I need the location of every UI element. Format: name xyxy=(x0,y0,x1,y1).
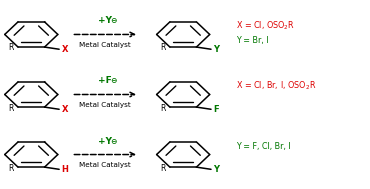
Text: R: R xyxy=(160,163,165,173)
Text: X = Cl, Br, I, OSO$_{2}$R: X = Cl, Br, I, OSO$_{2}$R xyxy=(236,80,316,92)
Text: ⊖: ⊖ xyxy=(110,16,117,26)
Text: X = Cl, Br, I, OSO: X = Cl, Br, I, OSO xyxy=(0,188,1,189)
Text: R: R xyxy=(8,163,14,173)
Text: +F: +F xyxy=(98,77,112,85)
Text: Y: Y xyxy=(213,45,219,54)
Text: H: H xyxy=(61,165,68,174)
Text: +Y: +Y xyxy=(98,136,112,146)
Text: R: R xyxy=(160,104,165,112)
Text: +Y: +Y xyxy=(98,16,112,26)
Text: ⊖: ⊖ xyxy=(110,77,117,85)
Text: Metal Catalyst: Metal Catalyst xyxy=(79,162,131,168)
Text: R: R xyxy=(8,43,14,53)
Text: Y: Y xyxy=(213,165,219,174)
Text: Y = F, Cl, Br, I: Y = F, Cl, Br, I xyxy=(236,142,290,151)
Text: ⊖: ⊖ xyxy=(110,136,117,146)
Text: X: X xyxy=(61,105,68,114)
Text: X = Cl, OSO$_{2}$R: X = Cl, OSO$_{2}$R xyxy=(236,20,295,32)
Text: R: R xyxy=(8,104,14,112)
Text: R: R xyxy=(160,43,165,53)
Text: F: F xyxy=(213,105,219,114)
Text: X: X xyxy=(61,45,68,54)
Text: Metal Catalyst: Metal Catalyst xyxy=(79,102,131,108)
Text: Metal Catalyst: Metal Catalyst xyxy=(79,42,131,48)
Text: X = Cl, OSO: X = Cl, OSO xyxy=(0,188,1,189)
Text: Y = Br, I: Y = Br, I xyxy=(236,36,268,45)
